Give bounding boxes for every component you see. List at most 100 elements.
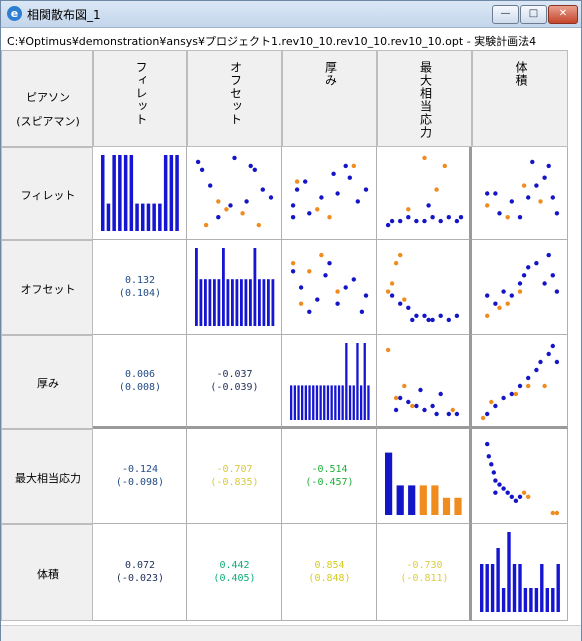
scatter-svg [385, 252, 460, 323]
scatter-point-feasible [410, 317, 415, 323]
column-header-thickness: 厚み [282, 50, 377, 147]
scatter-point-feasible [517, 383, 523, 389]
corner-label-pearson: ピアソン [26, 91, 70, 104]
scatter-point-infeasible [485, 313, 490, 318]
correlation-volume-thickness: 0.854 (0.848) [282, 524, 377, 621]
histogram-svg [480, 532, 560, 612]
scatter-point-feasible [526, 265, 531, 270]
histogram-bar [258, 279, 261, 326]
scatter-point-feasible [335, 191, 340, 196]
histogram-bar [271, 279, 275, 326]
scatter-point-feasible [199, 167, 205, 172]
scatter-point-feasible [485, 191, 490, 196]
pearson-value: 0.132 [124, 274, 156, 286]
histogram-bar [199, 279, 203, 326]
scatter-point-feasible [517, 281, 523, 286]
spearman-value: (-0.835) [210, 476, 259, 488]
histogram-bar [112, 155, 116, 231]
scatter-point-feasible [414, 218, 419, 224]
scatter-point-feasible [244, 199, 249, 204]
spearman-value: (0.405) [213, 572, 256, 584]
scatter-point-feasible [526, 195, 531, 200]
pearson-value: 0.072 [124, 559, 156, 571]
pearson-value: 0.442 [219, 559, 250, 571]
row-header-offset: オフセット [1, 240, 93, 335]
histogram-bar [323, 385, 326, 420]
scatter-point-infeasible [256, 222, 261, 228]
scatter-point-feasible [422, 313, 427, 318]
scatter-point-feasible [486, 454, 491, 459]
column-header-fillet: フィレット [93, 50, 187, 147]
histogram-svg [385, 452, 462, 515]
scatter-point-feasible [438, 391, 443, 397]
histogram-bar [129, 155, 134, 231]
scatter-point-infeasible [385, 347, 391, 353]
project-path: C:¥Optimus¥demonstration¥ansys¥プロジェクト1.r… [7, 35, 537, 48]
scatter-point-feasible [290, 203, 296, 208]
scatter-point-feasible [493, 478, 498, 483]
scatter-point-feasible [268, 195, 274, 200]
scatter-point-feasible [232, 155, 237, 161]
scatter-point-feasible [505, 490, 510, 495]
scatter-point-feasible [343, 163, 348, 169]
window-title: 相関散布図_1 [27, 8, 101, 22]
histogram-bar [330, 385, 333, 420]
row-header-label: 体積 [37, 567, 59, 581]
scatter-point-infeasible [526, 383, 531, 389]
scatter-point-feasible [491, 470, 496, 475]
scatter-point-infeasible [485, 203, 490, 208]
correlation-thickness-offset: -0.037 (-0.039) [187, 335, 282, 429]
scatter-point-feasible [315, 297, 320, 302]
scatter-svg [195, 155, 274, 228]
scatter-point-infeasible [385, 289, 391, 294]
title-bar[interactable]: e 相関散布図_1 — □ ✕ [1, 1, 581, 28]
scatter-point-infeasible [240, 211, 245, 216]
scatter-point-feasible [294, 187, 300, 192]
histogram-bar [301, 385, 304, 420]
status-bar [1, 625, 581, 641]
scatter-point-feasible [414, 313, 419, 318]
scatter-point-infeasible [393, 261, 399, 266]
histogram-bar [490, 564, 495, 612]
row-header-thickness: 厚み [1, 335, 93, 429]
scatter-thickness-vs-volume [472, 335, 568, 429]
scatter-svg [480, 343, 560, 421]
scatter-point-feasible [534, 367, 539, 373]
column-header-max-stress: 最大相当応力 [377, 50, 472, 147]
scatter-svg [485, 441, 560, 516]
scatter-point-feasible [418, 387, 423, 393]
histogram-bar [249, 279, 252, 326]
scatter-point-infeasible [224, 207, 229, 212]
scatter-point-feasible [489, 462, 494, 467]
close-button[interactable]: ✕ [548, 5, 578, 24]
scatter-point-infeasible [402, 297, 407, 302]
path-bar: C:¥Optimus¥demonstration¥ansys¥プロジェクト1.r… [1, 28, 581, 50]
column-header-label: フィレット [134, 61, 148, 126]
row-header-volume: 体積 [1, 524, 93, 621]
scatter-point-feasible [542, 175, 547, 180]
scatter-point-feasible [398, 395, 403, 401]
histogram-bar [518, 564, 522, 612]
scatter-point-feasible [454, 218, 460, 224]
histogram-bar [195, 248, 198, 326]
scatter-point-feasible [323, 273, 328, 278]
histogram-bar [175, 155, 179, 231]
scatter-point-infeasible [298, 301, 304, 306]
scatter-point-infeasible [315, 207, 320, 212]
maximize-button[interactable]: □ [520, 5, 547, 24]
correlation-max-stress-thickness: -0.514 (-0.457) [282, 429, 377, 524]
scatter-point-infeasible [319, 252, 324, 258]
scatter-point-feasible [389, 293, 395, 298]
scatter-point-feasible [554, 359, 560, 365]
histogram-bar [235, 279, 239, 326]
histogram-bar [231, 279, 234, 326]
scatter-point-feasible [343, 285, 348, 290]
histogram-bar [352, 385, 355, 420]
minimize-button[interactable]: — [492, 5, 519, 24]
histogram-svg [195, 248, 275, 326]
scatter-point-feasible [290, 215, 296, 220]
scatter-point-infeasible [517, 289, 523, 294]
histogram-bar [507, 532, 511, 612]
scatter-svg [290, 163, 369, 220]
scatter-point-infeasible [554, 510, 560, 516]
